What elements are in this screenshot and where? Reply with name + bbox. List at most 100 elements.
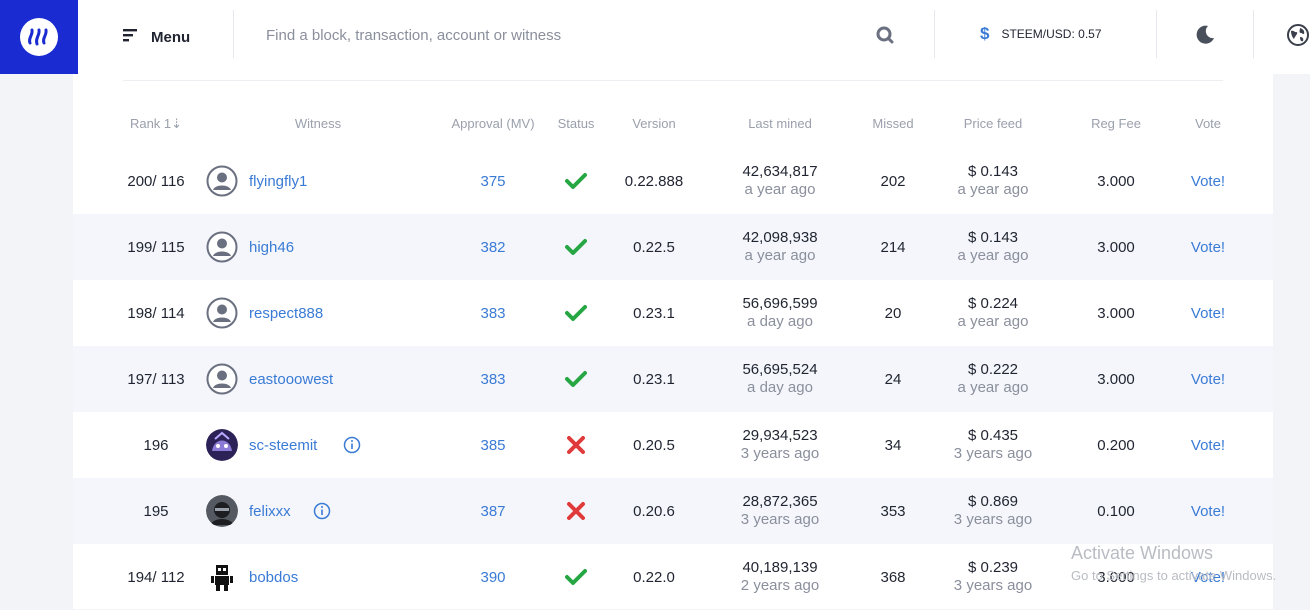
- column-header-approval: Approval (MV): [451, 116, 535, 131]
- version-cell: 0.22.5: [633, 238, 675, 256]
- approval-link[interactable]: 385: [480, 436, 506, 454]
- avatar[interactable]: [206, 363, 238, 395]
- price-feed-value: $ 0.222: [967, 361, 1019, 378]
- rank-cell: 199/ 115: [127, 238, 185, 256]
- divider: [233, 10, 234, 58]
- check-icon: [565, 346, 587, 412]
- last-mined-block: 40,189,139: [742, 559, 818, 576]
- witness-name-link[interactable]: eastooowest: [249, 370, 334, 388]
- last-mined-cell: 42,098,938 a year ago: [742, 214, 817, 280]
- avatar[interactable]: [206, 165, 238, 197]
- last-mined-block: 42,634,817: [742, 163, 818, 180]
- missed-cell: 34: [884, 436, 902, 454]
- rank-cell: 194/ 112: [127, 568, 185, 586]
- column-header-last-mined: Last mined: [748, 116, 812, 131]
- check-icon: [565, 280, 587, 346]
- table-row: 198/ 114 respect888 383 0.23.1 56,696,599 a d…: [73, 280, 1273, 346]
- last-mined-block: 42,098,938: [742, 229, 818, 246]
- avatar[interactable]: [206, 429, 238, 461]
- approval-link[interactable]: 375: [480, 172, 506, 190]
- last-mined-cell: 29,934,523 3 years ago: [741, 412, 819, 478]
- moon-icon[interactable]: [1193, 23, 1217, 47]
- price-feed-cell: $ 0.143 a year ago: [958, 148, 1029, 214]
- rank-cell: 196: [143, 436, 169, 454]
- last-mined-block: 28,872,365: [742, 493, 818, 510]
- column-header-reg-fee: Reg Fee: [1091, 116, 1141, 131]
- witness-name-link[interactable]: high46: [249, 238, 295, 256]
- globe-icon[interactable]: [1285, 22, 1310, 48]
- approval-link[interactable]: 383: [480, 370, 506, 388]
- price-feed-cell: $ 0.222 a year ago: [958, 346, 1029, 412]
- last-mined-cell: 56,696,599 a day ago: [742, 280, 817, 346]
- cross-icon: [566, 412, 586, 478]
- vote-button[interactable]: Vote!: [1190, 370, 1226, 388]
- witness-name-link[interactable]: sc-steemit: [249, 436, 318, 454]
- reg-fee-cell: 3.000: [1097, 172, 1135, 190]
- vote-button[interactable]: Vote!: [1190, 304, 1226, 322]
- avatar[interactable]: [206, 297, 238, 329]
- last-mined-cell: 42,634,817 a year ago: [742, 148, 817, 214]
- witness-name-link[interactable]: respect888: [249, 304, 324, 322]
- witness-name-link[interactable]: bobdos: [249, 568, 299, 586]
- last-mined-block: 56,696,599: [742, 295, 818, 312]
- missed-cell: 214: [880, 238, 906, 256]
- activate-windows-subtitle: Go to Settings to activate Windows.: [1071, 568, 1277, 583]
- approval-link[interactable]: 390: [480, 568, 506, 586]
- avatar[interactable]: [206, 561, 238, 593]
- approval-link[interactable]: 387: [480, 502, 506, 520]
- column-header-rank[interactable]: Rank 1⇣: [129, 116, 183, 131]
- avatar[interactable]: [206, 231, 238, 263]
- vote-button[interactable]: Vote!: [1190, 568, 1226, 586]
- last-mined-time: 3 years ago: [740, 445, 820, 462]
- check-icon: [565, 544, 587, 610]
- divider: [1253, 10, 1254, 58]
- price-feed-time: 3 years ago: [953, 511, 1033, 528]
- last-mined-block: 56,695,524: [742, 361, 818, 378]
- price-feed-value: $ 0.224: [967, 295, 1019, 312]
- steem-logo[interactable]: [0, 0, 78, 74]
- table-row: 194/ 112 bobdos 390 0.22.0 40,189,139 2 years…: [73, 544, 1273, 610]
- last-mined-block: 29,934,523: [742, 427, 818, 444]
- cross-icon: [566, 478, 586, 544]
- avatar[interactable]: [206, 495, 238, 527]
- price-feed-value: $ 0.435: [967, 427, 1019, 444]
- vote-button[interactable]: Vote!: [1190, 172, 1226, 190]
- price-feed-cell: $ 0.224 a year ago: [958, 280, 1029, 346]
- price-feed-time: a year ago: [957, 313, 1029, 330]
- price-feed-cell: $ 0.239 3 years ago: [954, 544, 1032, 610]
- last-mined-time: a day ago: [747, 379, 813, 396]
- column-header-version: Version: [632, 116, 676, 131]
- last-mined-time: a year ago: [744, 247, 816, 264]
- rank-cell: 200/ 116: [127, 172, 185, 190]
- approval-link[interactable]: 382: [480, 238, 506, 256]
- rank-cell: 195: [143, 502, 169, 520]
- dollar-icon: $: [980, 24, 990, 43]
- vote-button[interactable]: Vote!: [1190, 436, 1226, 454]
- missed-cell: 368: [880, 568, 906, 586]
- witness-table-panel: Rank 1⇣ Witness Approval (MV) Status Version…: [73, 74, 1273, 609]
- reg-fee-cell: 3.000: [1097, 304, 1135, 322]
- menu-button[interactable]: Menu: [123, 0, 204, 74]
- approval-link[interactable]: 383: [480, 304, 506, 322]
- info-icon[interactable]: [313, 502, 331, 520]
- column-header-price-feed: Price feed: [963, 116, 1023, 131]
- witness-name-link[interactable]: felixxx: [249, 502, 291, 520]
- witness-name-link[interactable]: flyingfly1: [249, 172, 308, 190]
- table-row: 195 felixxx 387 0.20.6 28,872,365 3 years ago…: [73, 478, 1273, 544]
- vote-button[interactable]: Vote!: [1190, 238, 1226, 256]
- divider: [1156, 10, 1157, 58]
- vote-button[interactable]: Vote!: [1190, 502, 1226, 520]
- price-feed-value: $ 0.143: [967, 229, 1019, 246]
- menu-label: Menu: [151, 28, 191, 46]
- search-icon[interactable]: [874, 24, 896, 46]
- version-cell: 0.20.6: [633, 502, 675, 520]
- reg-fee-cell: 3.000: [1097, 370, 1135, 388]
- info-icon[interactable]: [343, 436, 361, 454]
- last-mined-time: a year ago: [744, 181, 816, 198]
- price-feed-time: 3 years ago: [953, 577, 1033, 594]
- missed-cell: 353: [880, 502, 906, 520]
- last-mined-cell: 56,695,524 a day ago: [742, 346, 817, 412]
- check-icon: [565, 148, 587, 214]
- divider: [123, 80, 1223, 81]
- search-input[interactable]: [256, 20, 866, 50]
